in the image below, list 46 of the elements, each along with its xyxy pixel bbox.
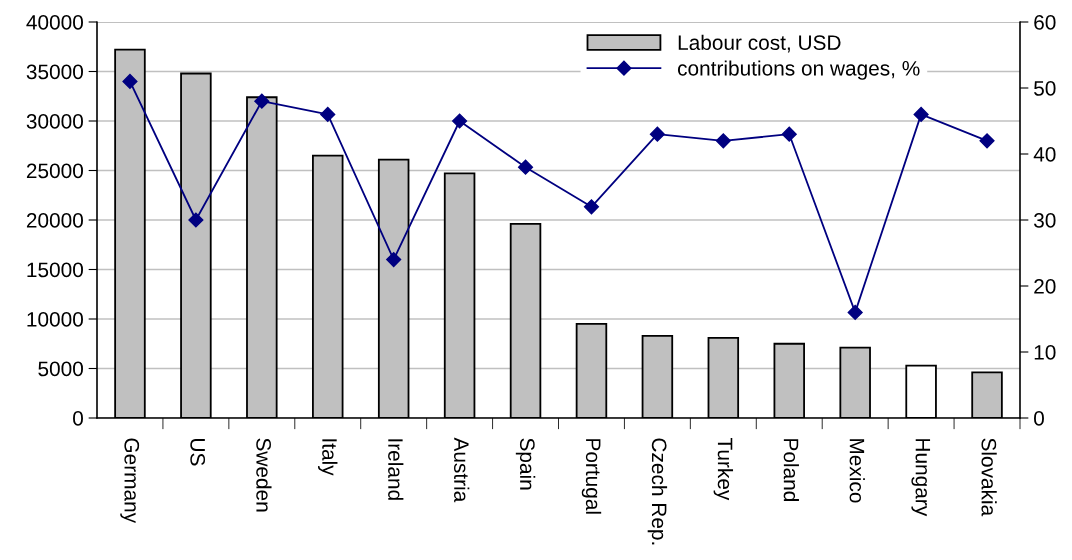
x-tick-label: Mexico [849,439,865,503]
point [781,126,797,142]
y-tick-label: 5000 [38,361,83,377]
point [320,106,336,122]
y-tick-label: 40000 [26,15,83,30]
y2-tick-label: 10 [1034,345,1056,360]
point [913,106,929,122]
y-tick-label: 15000 [27,262,83,278]
y2-tick-label: 40 [1033,147,1056,162]
x-tick-label: Turkey [713,437,734,501]
x-tick-label: Poland [783,439,799,501]
y-tick-label: 35000 [26,64,83,80]
x-tick-label: US [190,439,206,466]
x-tick-label: Spain [515,438,536,490]
x-tick-label: Italy [318,439,338,476]
point [979,133,995,149]
point [649,126,665,142]
point [517,159,534,175]
y2-tick-label: 60 [1034,15,1056,30]
y-tick-label: 0 [73,411,83,426]
legend-label: contributions on wages, % [677,60,920,80]
point [122,73,138,89]
x-tick-label: Sweden [256,438,272,512]
point [452,113,468,129]
point [254,93,270,109]
point [583,199,600,215]
y-tick-label: 25000 [26,163,83,179]
point [847,304,863,320]
point [715,133,731,149]
x-tick-label: Slovakia [981,438,997,517]
x-tick-label: Germany [120,438,140,524]
y2-tick-label: 30 [1033,213,1056,228]
y2-tick-label: 20 [1034,279,1056,294]
x-tick-label: Czech Rep. [647,438,668,545]
y-tick-label: 20000 [26,213,83,228]
x-tick-label: Portugal [581,439,602,514]
point [188,212,204,228]
x-tick-label: Ireland [388,439,404,500]
legend-label: Labour cost, USD [678,34,841,53]
y2-tick-label: 0 [1034,411,1044,426]
point [386,252,402,268]
x-tick-label: Austria [454,437,470,503]
x-tick-label: Hungary [911,439,931,517]
y2-tick-label: 50 [1034,81,1056,96]
y-tick-label: 10000 [27,312,83,327]
y-tick-label: 30000 [26,114,83,129]
